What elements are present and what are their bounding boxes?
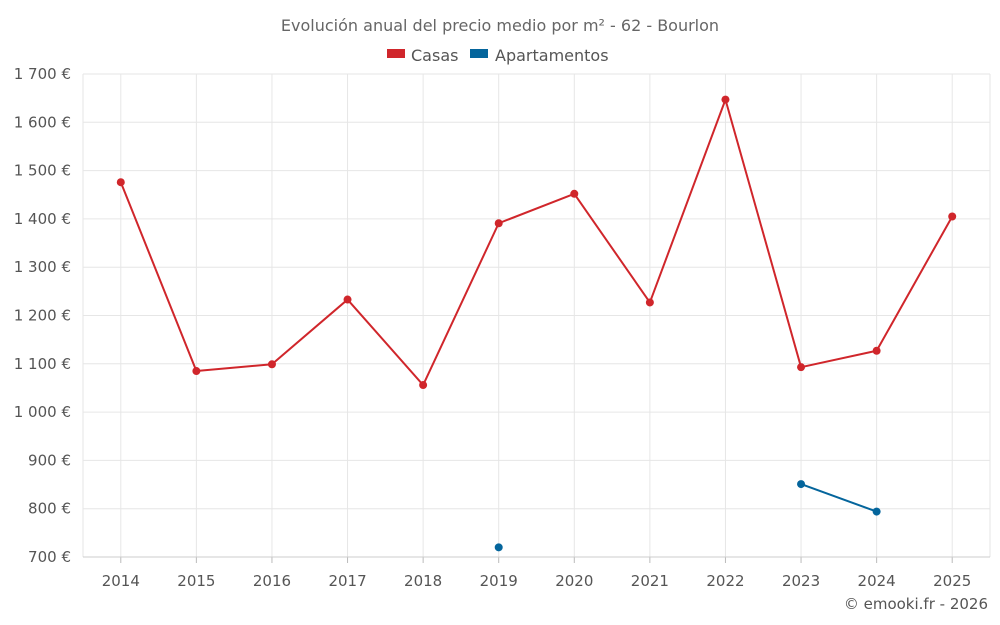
x-tick-label: 2018 [404,572,442,590]
y-tick-label: 800 € [28,500,71,518]
series-line-casas [800,349,878,369]
x-axis: 2014 2015 2016 2017 2018 2019 2020 2021 2022 2023… [83,556,990,590]
data-point-casas-2017[interactable] [343,295,352,304]
y-tick-label: 900 € [28,451,71,469]
x-tick-label: 2025 [933,572,971,590]
data-point-apartamentos-2019[interactable] [494,543,503,552]
legend-label-casas[interactable]: Casas [411,46,458,65]
series-line-casas [724,98,803,369]
data-point-casas-2016[interactable] [267,360,276,369]
y-tick-label: 1 500 € [14,162,71,180]
data-point-casas-2014[interactable] [116,178,125,187]
x-tick-label: 2017 [328,572,366,590]
series-line-casas [119,181,198,373]
series-layer [116,95,957,552]
legend: Casas Apartamentos [387,46,609,65]
grid [82,73,991,558]
x-tick-label: 2015 [177,572,215,590]
series-line-casas [195,363,273,373]
series-line-casas [497,192,576,225]
series-line-apartamentos [800,483,878,513]
data-point-casas-2021[interactable] [645,298,654,307]
series-line-casas [346,298,425,387]
copyright-footer: © emooki.fr - 2026 [844,595,988,613]
data-point-casas-2025[interactable] [948,212,957,221]
x-tick-label: 2023 [782,572,820,590]
legend-label-apartamentos[interactable]: Apartamentos [495,46,609,65]
x-tick-label: 2014 [102,572,140,590]
x-tick-label: 2016 [253,572,291,590]
data-point-casas-2018[interactable] [419,381,428,390]
y-tick-label: 1 600 € [14,113,71,131]
series-line-casas [422,222,500,387]
series-line-casas [573,192,651,304]
y-tick-label: 1 000 € [14,403,71,421]
x-tick-label: 2019 [480,572,518,590]
legend-swatch-apartamentos [470,49,488,58]
y-tick-label: 1 700 € [14,65,71,83]
legend-swatch-casas [387,49,405,58]
y-tick-label: 1 200 € [14,307,71,325]
chart-title: Evolución anual del precio medio por m² … [281,16,719,35]
y-tick-label: 1 100 € [14,355,71,373]
y-tick-label: 700 € [28,548,71,566]
data-point-casas-2023[interactable] [797,363,806,372]
x-tick-label: 2020 [555,572,593,590]
series-line-casas [875,215,954,352]
series-line-casas [270,298,349,366]
data-point-apartamentos-2024[interactable] [872,507,881,516]
y-tick-label: 1 400 € [14,210,71,228]
x-tick-label: 2024 [858,572,896,590]
data-point-casas-2020[interactable] [570,189,579,198]
x-tick-label: 2021 [631,572,669,590]
data-point-apartamentos-2023[interactable] [797,480,806,489]
series-line-casas [648,98,727,304]
y-axis: 700 € 800 € 900 € 1 000 € 1 100 € 1 200 € 1 30… [14,65,71,566]
data-point-casas-2019[interactable] [494,219,503,228]
data-point-casas-2024[interactable] [872,346,881,355]
y-tick-label: 1 300 € [14,258,71,276]
x-tick-label: 2022 [706,572,744,590]
data-point-casas-2015[interactable] [192,367,201,376]
data-point-casas-2022[interactable] [721,95,730,104]
